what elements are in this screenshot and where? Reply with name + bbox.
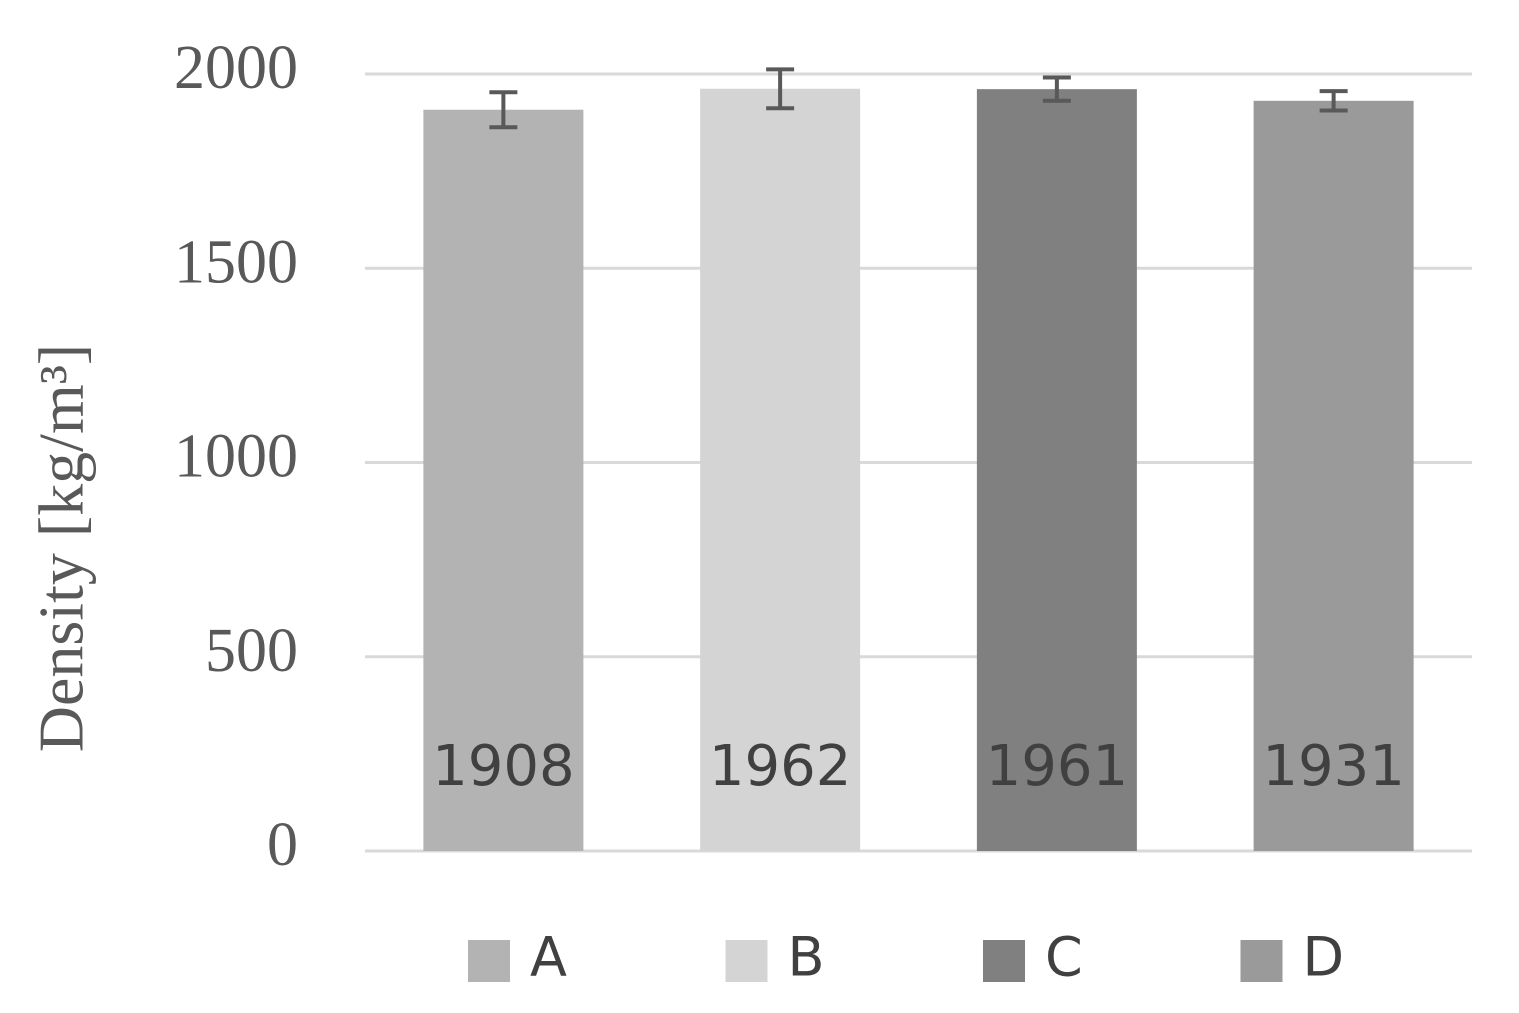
y-tick-label: 500 xyxy=(205,617,298,685)
data-label: 1931 xyxy=(1262,734,1405,799)
y-tick-label: 0 xyxy=(267,811,298,879)
bar xyxy=(976,89,1137,852)
legend-label: B xyxy=(788,926,825,989)
legend-label: D xyxy=(1303,926,1345,989)
y-tick-label: 1500 xyxy=(174,228,298,296)
error-bar xyxy=(489,90,518,130)
legend-swatch xyxy=(983,940,1025,982)
error-bar xyxy=(1319,89,1348,113)
data-label: 1962 xyxy=(709,734,852,799)
legend-label: A xyxy=(530,926,567,989)
y-tick-label: 2000 xyxy=(174,34,298,102)
legend-swatch xyxy=(1240,940,1283,982)
bar xyxy=(700,88,861,851)
legend-label: C xyxy=(1045,926,1083,989)
y-axis-title: Density [kg/m³] xyxy=(26,344,97,752)
legend-swatch xyxy=(725,940,768,982)
bar xyxy=(423,109,584,851)
data-label: 1961 xyxy=(986,734,1129,799)
y-tick-label: 1000 xyxy=(174,423,298,491)
error-bar xyxy=(766,67,795,111)
legend-swatch xyxy=(468,940,510,982)
data-label: 1908 xyxy=(432,734,575,799)
error-bar xyxy=(1042,75,1071,103)
bar xyxy=(1253,100,1414,851)
